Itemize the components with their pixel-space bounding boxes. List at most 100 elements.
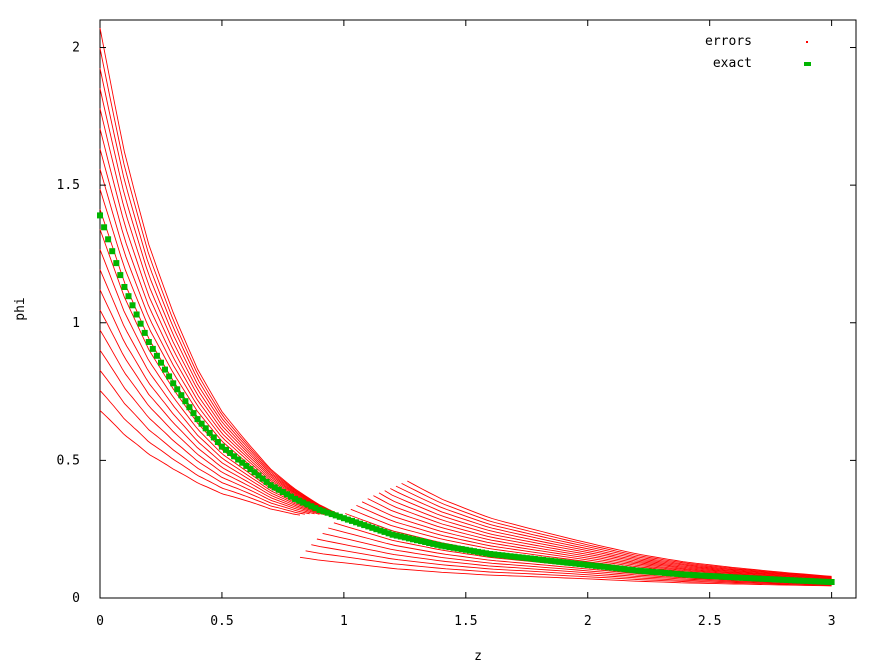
exact-point: [373, 526, 380, 533]
exact-point: [454, 545, 461, 552]
exact-point: [166, 373, 173, 380]
errors-curve: [99, 309, 325, 516]
exact-point: [613, 565, 620, 572]
exact-point: [629, 567, 636, 573]
exact-point: [572, 560, 579, 567]
errors-curve: [390, 488, 832, 579]
exact-point: [584, 562, 591, 568]
exact-point: [588, 562, 595, 569]
exact-point: [475, 548, 481, 555]
exact-point: [788, 577, 794, 584]
exact-point: [706, 573, 713, 579]
exact-point: [556, 558, 563, 565]
exact-point: [531, 556, 538, 562]
exact-point: [174, 386, 181, 393]
exact-point: [548, 557, 555, 564]
x-tick-label: 0.5: [210, 614, 233, 629]
exact-point: [536, 556, 542, 563]
legend-label-errors: errors: [705, 34, 752, 49]
y-tick-label: 1: [72, 316, 80, 331]
exact-point: [414, 537, 420, 544]
exact-point: [218, 443, 225, 450]
exact-point: [796, 577, 803, 584]
exact-point: [511, 553, 518, 560]
exact-point: [105, 236, 112, 243]
legend-swatch-errors: [806, 41, 808, 43]
legend: errors exact: [705, 34, 811, 71]
exact-point: [792, 577, 798, 584]
x-tick-label: 2: [584, 614, 592, 629]
exact-point: [149, 345, 156, 352]
exact-point: [137, 320, 144, 327]
exact-point: [385, 530, 392, 537]
exact-point: [645, 568, 652, 575]
x-tick-label: 0: [96, 614, 104, 629]
exact-point: [714, 573, 721, 580]
exact-point: [267, 482, 274, 489]
exact-point: [515, 554, 522, 561]
exact-point: [210, 434, 217, 441]
x-tick-label: 2.5: [698, 614, 721, 629]
exact-point: [450, 544, 457, 551]
exact-point: [153, 352, 160, 359]
errors-curve: [99, 410, 301, 516]
exact-point: [540, 556, 546, 563]
exact-point: [284, 491, 290, 498]
exact-point: [349, 517, 355, 524]
exact-point: [609, 564, 616, 571]
exact-point: [426, 540, 433, 546]
exact-point: [633, 567, 640, 574]
exact-point: [751, 575, 758, 582]
exact-point: [560, 559, 567, 566]
exact-point: [637, 567, 644, 574]
exact-point: [418, 538, 425, 545]
exact-point: [235, 456, 242, 463]
exact-point: [332, 512, 339, 519]
errors-curve: [99, 269, 335, 517]
y-tick-label: 0: [72, 591, 80, 606]
errors-curve: [401, 482, 832, 578]
exact-point: [336, 513, 343, 520]
exact-point: [389, 531, 396, 538]
exact-point: [438, 542, 445, 549]
exact-point: [495, 551, 502, 558]
exact-point: [271, 484, 278, 491]
exact-point: [568, 560, 575, 567]
exact-point: [783, 577, 790, 583]
exact-point: [519, 554, 526, 561]
errors-curve: [367, 498, 832, 581]
exact-point: [735, 574, 742, 581]
exact-point: [353, 519, 360, 526]
exact-point: [328, 511, 335, 518]
exact-point: [117, 272, 124, 279]
exact-point: [231, 453, 238, 460]
errors-curve: [378, 492, 832, 580]
errors-curve: [299, 556, 832, 587]
exact-point: [605, 564, 612, 571]
exact-point: [422, 539, 429, 545]
errors-curve: [305, 550, 832, 586]
exact-point: [324, 509, 331, 516]
exact-point: [483, 550, 490, 557]
exact-point: [462, 546, 469, 553]
exact-point: [198, 420, 205, 427]
legend-swatch-exact: [804, 62, 811, 66]
exact-point: [145, 339, 152, 345]
exact-point: [674, 570, 681, 577]
exact-point: [812, 578, 819, 585]
exact-point: [405, 535, 412, 542]
exact-point: [365, 523, 372, 530]
exact-point: [202, 425, 209, 432]
exact-point: [214, 439, 221, 445]
exact-point: [698, 572, 705, 579]
exact-point: [223, 446, 229, 453]
exact-point: [129, 302, 136, 309]
errors-curve: [373, 495, 832, 580]
exact-point: [442, 543, 449, 550]
exact-point: [393, 532, 400, 539]
exact-point: [227, 450, 234, 456]
exact-point: [710, 573, 717, 580]
y-axis-label: phi: [13, 297, 28, 320]
exact-point: [158, 359, 164, 366]
exact-point: [288, 493, 294, 500]
